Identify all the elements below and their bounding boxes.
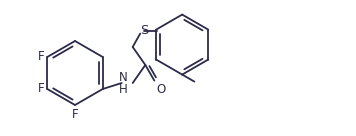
Text: N
H: N H [119,70,127,95]
Text: F: F [72,108,78,121]
Text: F: F [38,50,44,63]
Text: O: O [156,83,166,96]
Text: S: S [140,24,148,37]
Text: F: F [38,81,44,95]
